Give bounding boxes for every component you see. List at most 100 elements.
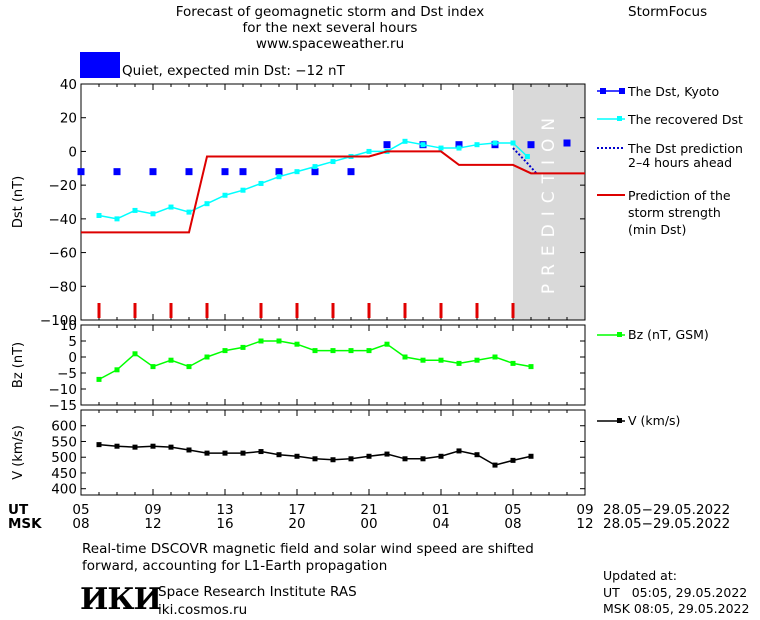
ut-tick-label: 05 [504,502,521,518]
legend-strength-line3: (min Dst) [628,222,687,237]
chart-title-line2: for the next several hours [242,20,418,36]
chart-title-url[interactable]: www.spaceweather.ru [255,36,405,52]
v-point [168,444,174,450]
legend-strength-line2: storm strength [628,205,721,220]
msk-tick-label: 00 [360,516,377,532]
dst-kyoto-point [527,141,535,149]
recovered-dst-point [204,201,210,207]
legend-dst-kyoto: The Dst, Kyoto [628,84,720,99]
chart-title-line1: Forecast of geomagnetic storm and Dst in… [175,4,485,20]
msk-date-range: 28.05−29.05.2022 [603,516,731,532]
storm-strength-line [81,150,585,234]
panel-frame-dst [80,83,586,321]
v-point [222,450,228,456]
recovered-dst-point [294,169,300,175]
v-point [294,453,300,459]
recovered-dst-point [186,209,192,215]
msk-tick-label: 12 [144,516,161,532]
recovered-dst-point [150,211,156,217]
legend-bz: Bz (nT, GSM) [628,327,709,342]
bz-point [96,376,102,382]
bz-point [330,348,336,354]
institute-name: Space Research Institute RAS [158,584,357,600]
y-tick-label: 450 [51,466,77,482]
ut-tick-label: 13 [216,502,233,518]
y-tick-label: 20 [60,111,77,127]
recovered-dst-point [366,148,372,154]
recovered-dst-point [168,204,174,210]
v-point [204,450,210,456]
bz-point [294,341,300,347]
ut-tick-label: 17 [288,502,305,518]
y-axis-label: V (km/s) [11,425,26,480]
dst-kyoto-point [347,168,355,176]
legend-strength-line1: Prediction of the [628,188,731,203]
y-tick-label: −40 [49,212,78,228]
v-point [510,457,516,463]
institute-site[interactable]: iki.cosmos.ru [158,602,248,618]
recovered-dst-point [312,164,318,170]
v-point [420,456,426,462]
v-point [132,444,138,450]
footer-note-line2: forward, accounting for L1-Earth propaga… [82,558,388,574]
iki-logo: ИКИ [80,582,162,617]
y-tick-label: −10 [49,382,78,398]
y-tick-label: 600 [51,419,77,435]
ut-tick-label: 01 [432,502,449,518]
y-tick-label: 10 [60,318,77,334]
prediction-region-label: PREDICTION [539,110,559,294]
legend-recovered-dst: The recovered Dst [628,112,743,127]
bz-point [150,364,156,370]
y-tick-label: −15 [49,398,78,414]
recovered-dst-point [330,159,336,165]
bz-point [222,348,228,354]
v-point [96,442,102,448]
v-point [366,453,372,459]
dst-prediction-line [512,147,538,175]
ut-axis-label: UT [8,502,29,518]
y-tick-label: −80 [49,279,78,295]
msk-tick-label: 04 [432,516,449,532]
dst-kyoto-point [221,168,229,176]
bz-point [240,344,246,350]
v-line [98,443,532,466]
y-tick-label: 500 [51,450,77,466]
recovered-dst-point [420,142,426,148]
updated-label: Updated at: [603,568,677,583]
bz-point [420,357,426,363]
panel-frame-v [80,409,586,496]
y-axis-label: Bz (nT) [11,342,26,388]
v-point [528,453,534,459]
y-tick-label: 40 [60,77,77,93]
recovered-dst-point [456,145,462,151]
bz-point [474,357,480,363]
bz-point [114,367,120,373]
recovered-dst-point [402,138,408,144]
v-point [276,452,282,458]
bz-point [402,354,408,360]
prediction-region [513,84,585,320]
legend-prediction-line1: The Dst prediction [628,141,743,156]
legend-v-marker [617,418,622,423]
recovered-dst-point [96,212,102,218]
bz-point [258,338,264,344]
bz-line [98,340,532,381]
y-tick-label: −100 [40,313,77,329]
recovered-dst-point [114,216,120,222]
v-point [186,447,192,453]
bz-point [168,357,174,363]
bz-point [366,348,372,354]
dst-kyoto-point [185,168,193,176]
recovered-dst-point [510,140,516,146]
updated-ut: UT 05:05, 29.05.2022 [603,585,748,600]
v-point [330,457,336,463]
recovered-dst-line [98,140,528,220]
recovered-dst-point [276,174,282,180]
v-point [240,450,246,456]
v-point [348,456,354,462]
v-point [258,449,264,455]
y-tick-label: 0 [68,144,77,160]
updated-msk: MSK 08:05, 29.05.2022 [603,601,750,616]
v-point [492,462,498,468]
